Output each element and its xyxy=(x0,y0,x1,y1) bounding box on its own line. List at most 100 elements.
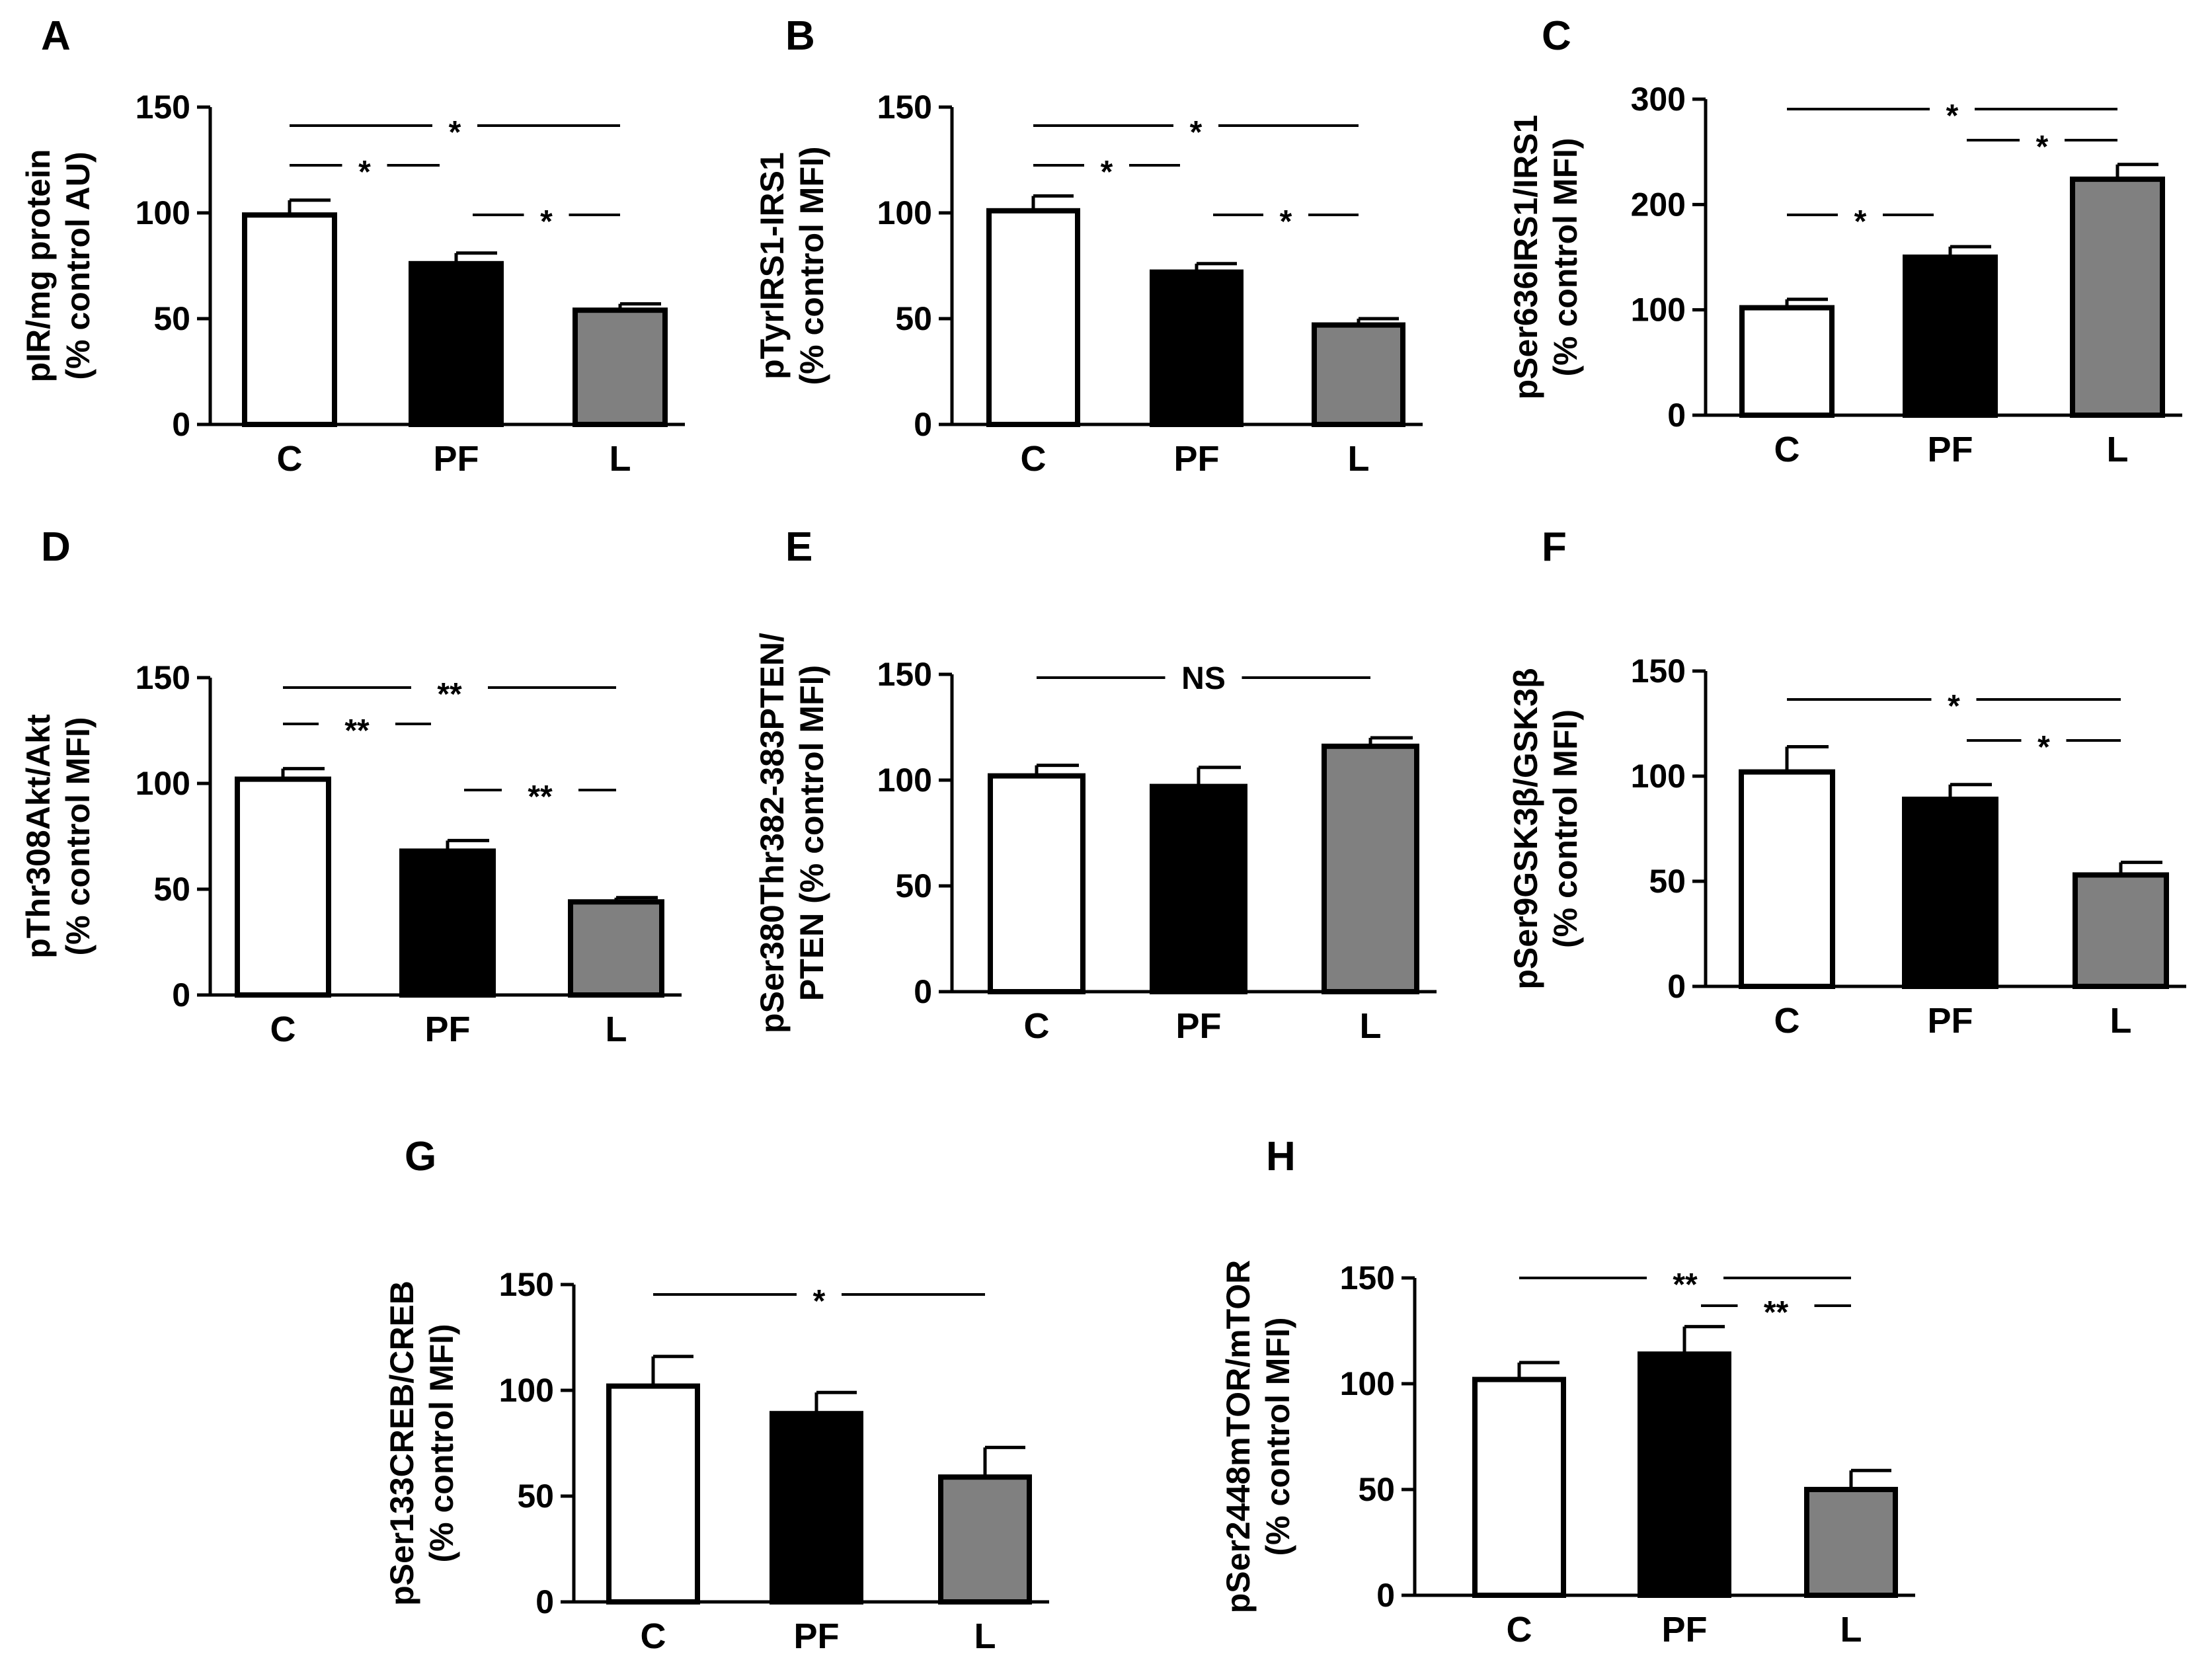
y-tick-label: 50 xyxy=(1649,863,1686,900)
y-tick-label: 0 xyxy=(172,406,190,443)
y-tick-label: 150 xyxy=(136,89,190,126)
bar-pf xyxy=(1902,796,1998,989)
y-tick-label: 50 xyxy=(153,300,190,337)
significance-label: NS xyxy=(1181,661,1226,696)
bar-pf xyxy=(1150,269,1244,427)
significance-label: * xyxy=(813,1284,826,1319)
bar-c xyxy=(1739,305,1835,418)
bar-pf xyxy=(1150,783,1247,994)
panel-letter: G xyxy=(405,1134,436,1179)
category-label: C xyxy=(1774,430,1800,469)
category-label: PF xyxy=(424,1010,470,1049)
bar-pf xyxy=(399,848,496,998)
y-tick-label: 50 xyxy=(895,867,932,904)
y-tick-label: 100 xyxy=(1631,292,1686,329)
bar-c xyxy=(1472,1376,1566,1599)
bar-l xyxy=(568,899,664,998)
y-tick-label: 100 xyxy=(1340,1365,1395,1402)
significance-label: * xyxy=(2037,730,2050,765)
panel-letter: B xyxy=(785,13,815,59)
y-axis-title: pSer133CREB/CREB xyxy=(383,1281,420,1606)
y-tick-label: 100 xyxy=(1631,758,1686,795)
y-axis-title: (% control AU) xyxy=(59,151,97,379)
category-label: L xyxy=(1360,1006,1382,1046)
y-tick-label: 200 xyxy=(1631,186,1686,223)
significance-label: * xyxy=(1948,689,1960,724)
significance-label: * xyxy=(540,204,553,239)
bar-l xyxy=(1312,322,1405,427)
y-axis-title: pTyrIRS1-IRS1 xyxy=(754,152,791,379)
category-label: L xyxy=(606,1010,627,1049)
category-label: C xyxy=(1774,1001,1800,1041)
y-axis-title: pSer9GSK3β/GSK3β xyxy=(1507,668,1544,989)
y-axis-title: pSer636IRS1/IRS1 xyxy=(1507,115,1544,400)
y-tick-label: 300 xyxy=(1631,81,1686,118)
significance-label: ** xyxy=(437,677,462,712)
panel-letter: E xyxy=(785,524,812,570)
category-label: C xyxy=(1024,1006,1050,1046)
y-axis-title: (% control MFI) xyxy=(423,1324,460,1562)
category-label: C xyxy=(641,1616,666,1656)
bar-l xyxy=(2073,872,2169,989)
y-tick-label: 150 xyxy=(1631,653,1686,690)
y-tick-label: 0 xyxy=(1667,397,1686,434)
category-label: C xyxy=(1021,439,1047,479)
panel-letter: H xyxy=(1266,1134,1296,1179)
y-tick-label: 0 xyxy=(914,973,932,1010)
panel-letter: F xyxy=(1542,524,1567,570)
category-label: C xyxy=(277,439,303,479)
bar-c xyxy=(235,776,331,998)
y-tick-label: 150 xyxy=(499,1266,554,1303)
category-label: L xyxy=(974,1616,996,1656)
y-axis-title: pThr308Akt/Akt xyxy=(20,714,57,959)
bar-pf xyxy=(770,1411,863,1605)
bar-l xyxy=(573,307,668,428)
y-tick-label: 100 xyxy=(136,765,190,802)
bar-l xyxy=(1322,743,1419,995)
y-axis-title: PTEN (% control MFI) xyxy=(793,665,830,1001)
significance-label: ** xyxy=(528,779,553,814)
y-tick-label: 150 xyxy=(136,659,190,696)
significance-label: * xyxy=(1280,204,1292,239)
category-label: C xyxy=(270,1010,296,1049)
y-tick-label: 150 xyxy=(877,656,932,693)
category-label: L xyxy=(2110,1001,2132,1041)
y-axis-title: (% control MFI) xyxy=(1547,138,1584,376)
bar-pf xyxy=(1903,255,1998,418)
y-axis-title: pSer2448mTOR/mTOR xyxy=(1220,1260,1257,1613)
bar-pf xyxy=(409,260,504,427)
y-tick-label: 50 xyxy=(517,1478,554,1515)
significance-label: * xyxy=(1190,115,1203,150)
significance-label: * xyxy=(2036,130,2049,165)
category-label: PF xyxy=(1175,1006,1221,1046)
y-tick-label: 50 xyxy=(1358,1471,1395,1508)
significance-label: * xyxy=(358,155,371,190)
y-axis-title: (% control MFI) xyxy=(59,717,97,955)
y-tick-label: 0 xyxy=(535,1583,554,1620)
significance-label: * xyxy=(1101,155,1113,190)
significance-label: * xyxy=(1946,99,1959,134)
category-label: PF xyxy=(793,1616,839,1656)
y-tick-label: 0 xyxy=(172,976,190,1013)
significance-label: * xyxy=(1854,204,1867,239)
y-tick-label: 100 xyxy=(877,194,932,231)
y-tick-label: 0 xyxy=(914,406,932,443)
category-label: L xyxy=(2107,430,2129,469)
y-tick-label: 0 xyxy=(1667,968,1686,1005)
category-label: PF xyxy=(1173,439,1219,479)
y-tick-label: 0 xyxy=(1376,1577,1395,1614)
category-label: PF xyxy=(433,439,479,479)
y-tick-label: 50 xyxy=(153,871,190,908)
significance-label: ** xyxy=(1673,1267,1698,1302)
bar-c xyxy=(988,773,1086,994)
bar-l xyxy=(2070,177,2165,418)
y-tick-label: 100 xyxy=(877,762,932,799)
